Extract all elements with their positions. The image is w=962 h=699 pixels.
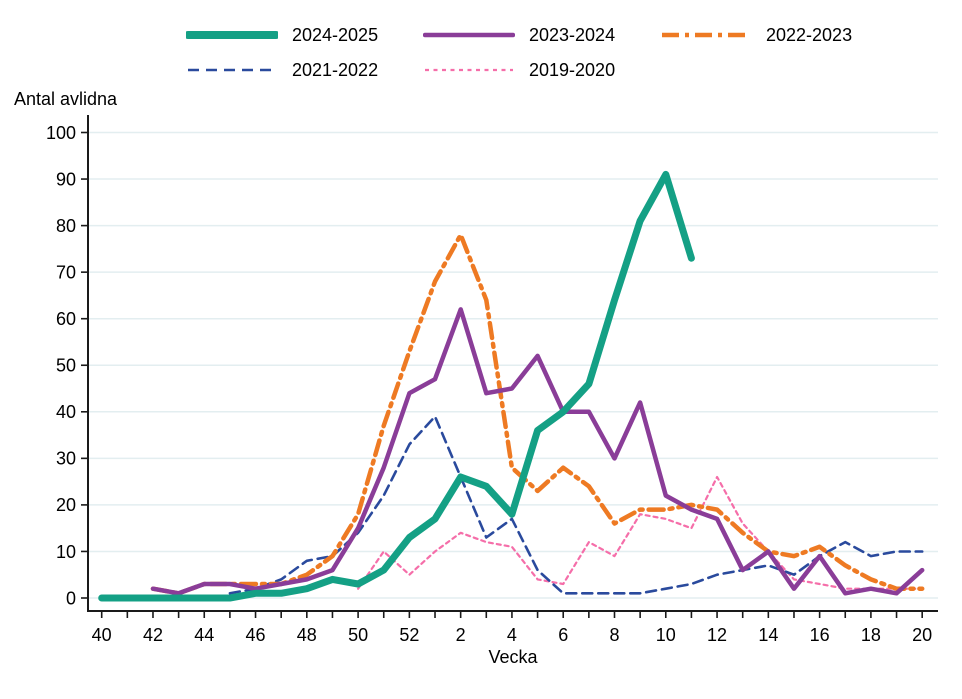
series-line-2021-2022: [228, 415, 924, 595]
series-line-2024-2025: [98, 170, 695, 602]
legend-item-2019-2020: 2019-2020: [423, 59, 615, 81]
gridlines: [89, 131, 938, 599]
x-tick-label: 8: [609, 625, 619, 645]
x-tick-label: 6: [558, 625, 568, 645]
y-tick-label: 70: [56, 262, 76, 282]
legend-label: 2021-2022: [292, 60, 379, 80]
legend-item-2021-2022: 2021-2022: [186, 59, 378, 81]
x-tick-label: 40: [92, 625, 112, 645]
x-tick-label: 12: [707, 625, 727, 645]
chart-legend: 2024-2025 2023-2024 2022-2023 2021-2022 2019…: [0, 0, 962, 95]
series-line-2023-2024: [150, 307, 925, 596]
legend-label: 2024-2025: [292, 25, 379, 45]
legend-swatch-2022-2023: [662, 32, 750, 38]
series-line-2022-2023: [150, 232, 925, 596]
x-tick-label: 50: [348, 625, 368, 645]
x-tick-label: 46: [246, 625, 266, 645]
y-tick-label: 20: [56, 495, 76, 515]
y-tick-labels: 0 10 20 30 40 50 60 70 80 90 100: [46, 123, 76, 608]
x-tick-label: 14: [758, 625, 778, 645]
x-tick-label: 42: [143, 625, 163, 645]
x-tick-label: 44: [194, 625, 214, 645]
x-tick-label: 18: [861, 625, 881, 645]
y-tick-label: 80: [56, 216, 76, 236]
x-tick-label: 10: [656, 625, 676, 645]
y-tick-label: 40: [56, 402, 76, 422]
series-line-2019-2020: [357, 475, 924, 590]
y-tick-label: 0: [66, 588, 76, 608]
legend-swatch-2024-2025: [186, 31, 278, 39]
x-tick-label: 48: [297, 625, 317, 645]
x-tick-label: 4: [507, 625, 517, 645]
y-tick-label: 60: [56, 309, 76, 329]
legend-label: 2023-2024: [529, 25, 616, 45]
legend-item-2024-2025: 2024-2025: [186, 24, 378, 46]
y-tick-label: 30: [56, 449, 76, 469]
legend-swatch-2021-2022: [188, 68, 276, 72]
legend-label: 2022-2023: [766, 25, 853, 45]
x-tick-label: 2: [456, 625, 466, 645]
x-tick-labels: 40 42 44 46 48 50 52 2 4 6 8 10 12 14 16 18 20: [92, 625, 933, 645]
y-tick-label: 90: [56, 169, 76, 189]
y-tick-label: 10: [56, 542, 76, 562]
legend-item-2023-2024: 2023-2024: [423, 24, 615, 46]
x-tick-label: 16: [810, 625, 830, 645]
x-tick-label: 20: [912, 625, 932, 645]
legend-item-2022-2023: 2022-2023: [660, 24, 852, 46]
legend-label: 2019-2020: [529, 60, 616, 80]
x-axis-title: Vecka: [488, 647, 538, 667]
y-tick-label: 100: [46, 123, 76, 143]
legend-swatch-2023-2024: [423, 32, 515, 38]
axes: [81, 115, 938, 618]
legend-swatch-2019-2020: [425, 68, 513, 72]
x-tick-label: 52: [399, 625, 419, 645]
y-axis-title: Antal avlidna: [14, 89, 118, 109]
y-tick-label: 50: [56, 356, 76, 376]
series-lines: [98, 170, 925, 602]
